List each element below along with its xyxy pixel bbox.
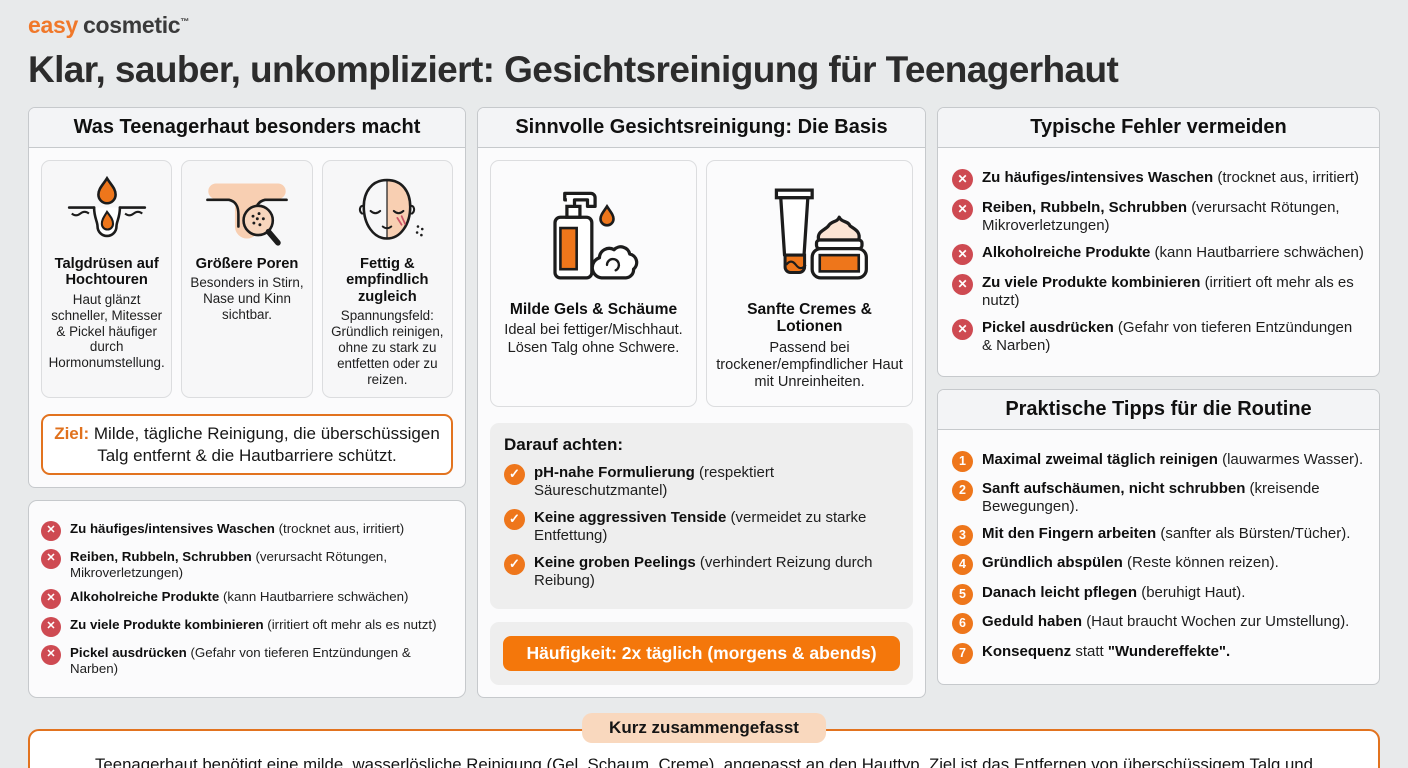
tip-item: 6 Geduld haben (Haut braucht Wochen zur … (952, 613, 1365, 634)
card-gentle-creams: Sanfte Cremes & Lotionen Passend bei tro… (706, 160, 913, 407)
page-title: Klar, sauber, unkompliziert: Gesichtsrei… (28, 49, 1119, 90)
cleansing-basis-panel: Sinnvolle Gesichtsreinigung: Die Basis (477, 107, 926, 698)
x-icon: ✕ (952, 169, 973, 190)
step-number: 1 (952, 450, 973, 472)
x-icon: ✕ (952, 274, 973, 295)
card-text: Ideal bei fettiger/Mischhaut. Lösen Talg… (504, 322, 683, 356)
x-icon: ✕ (41, 520, 61, 541)
trademark-symbol: ™ (180, 16, 189, 27)
step-number: 5 (952, 583, 973, 605)
card-title: Talgdrüsen auf Hochtouren (54, 256, 159, 289)
goal-text: Milde, tägliche Reinigung, die überschüs… (93, 424, 440, 465)
tip-item: 3 Mit den Fingern arbeiten (sanfter als … (952, 524, 1365, 546)
check-icon: ✓ (504, 508, 525, 530)
x-icon: ✕ (952, 319, 973, 340)
tip-item: 7 Konsequenz statt "Wundereffekte". (952, 642, 1365, 664)
x-icon: ✕ (952, 244, 973, 265)
card-mild-gels: Milde Gels & Schäume Ideal bei fettiger/… (490, 160, 697, 407)
x-icon: ✕ (41, 548, 61, 569)
enlarged-pores-icon (188, 171, 305, 251)
cream-tube-jar-icon (715, 175, 904, 293)
frequency-banner-container: Häufigkeit: 2x täglich (morgens & abends… (490, 621, 913, 685)
check-icon: ✓ (504, 463, 525, 485)
routine-tips-header: Praktische Tipps für die Routine (938, 390, 1379, 430)
card-text: Spannungsfeld: Gründlich reinigen, ohne … (331, 308, 444, 387)
mistake-item: ✕ Zu häufiges/intensives Waschen (trockn… (41, 520, 453, 541)
mistake-item: ✕ Pickel ausdrücken (Gefahr von tieferen… (41, 644, 453, 677)
skin-facts-panel: Was Teenagerhaut besonders macht (28, 107, 466, 488)
mistake-item: ✕ Alkoholreiche Produkte (kann Hautbarri… (41, 588, 453, 609)
mistakes-list-panel: ✕ Zu häufiges/intensives Waschen (trockn… (28, 499, 466, 698)
column-skin-facts: Was Teenagerhaut besonders macht (28, 107, 466, 698)
goal-label: Ziel: (54, 424, 90, 444)
skin-facts-header: Was Teenagerhaut besonders macht (29, 108, 465, 148)
pump-bottle-foam-icon (499, 175, 688, 293)
routine-tips-panel: Praktische Tipps für die Routine 1 Maxim… (937, 389, 1380, 685)
x-icon: ✕ (41, 588, 61, 609)
column-mistakes-tips: Typische Fehler vermeiden ✕ Zu häufiges/… (937, 107, 1380, 685)
x-icon: ✕ (41, 616, 61, 637)
tip-item: 5 Danach leicht pflegen (beruhigt Haut). (952, 583, 1365, 605)
step-number: 3 (952, 524, 973, 546)
card-title: Sanfte Cremes & Lotionen (747, 301, 872, 336)
mistake-item: ✕ Zu viele Produkte kombinieren (irritie… (952, 274, 1365, 310)
tip-item: 1 Maximal zweimal täglich reinigen (lauw… (952, 450, 1365, 472)
content-columns: Was Teenagerhaut besonders macht (28, 107, 1380, 698)
brand-logo-rest: cosmetic (82, 12, 181, 38)
goal-callout: Ziel: Milde, tägliche Reinigung, die übe… (41, 414, 453, 475)
tip-item: 2 Sanft aufschäumen, nicht schrubben (kr… (952, 480, 1365, 516)
tip-item: 4 Gründlich abspülen (Reste können reize… (952, 554, 1365, 575)
brand-logo: easy cosmetic™ (28, 14, 1380, 37)
card-text: Besonders in Stirn, Nase und Kinn sichtb… (190, 275, 304, 323)
mistake-item: ✕ Pickel ausdrücken (Gefahr von tieferen… (952, 319, 1365, 355)
typical-mistakes-header: Typische Fehler vermeiden (938, 108, 1379, 148)
watch-out-header: Darauf achten: (504, 434, 624, 454)
watch-item: ✓ Keine aggressiven Tenside (vermeidet z… (504, 508, 899, 545)
oily-sensitive-face-icon (329, 171, 446, 251)
step-number: 2 (952, 480, 973, 501)
frequency-banner: Häufigkeit: 2x täglich (morgens & abends… (503, 635, 900, 671)
summary-section: Kurz zusammengefasst Teenagerhaut benöti… (28, 712, 1380, 768)
summary-text: Teenagerhaut benötigt eine milde, wasser… (95, 754, 1313, 768)
card-enlarged-pores: Größere Poren Besonders in Stirn, Nase u… (181, 160, 313, 399)
card-text: Passend bei trockener/empfindlicher Haut… (716, 339, 903, 391)
card-text: Haut glänzt schneller, Mitesser & Pickel… (48, 291, 165, 371)
mistake-item: ✕ Reiben, Rubbeln, Schrubben (verursacht… (41, 548, 453, 581)
check-icon: ✓ (504, 553, 525, 575)
cleansing-basis-header: Sinnvolle Gesichtsreinigung: Die Basis (478, 108, 925, 148)
x-icon: ✕ (952, 199, 973, 220)
watch-out-box: Darauf achten: ✓ pH-nahe Formulierung (r… (490, 422, 913, 609)
mistake-item: ✕ Zu viele Produkte kombinieren (irritie… (41, 616, 453, 637)
watch-item: ✓ Keine groben Peelings (verhindert Reiz… (504, 553, 899, 590)
card-title: Milde Gels & Schäume (509, 301, 678, 318)
x-icon: ✕ (41, 644, 61, 665)
column-cleansing-basis: Sinnvolle Gesichtsreinigung: Die Basis (477, 107, 926, 698)
mistake-item: ✕ Alkoholreiche Produkte (kann Hautbarri… (952, 244, 1365, 265)
step-number: 4 (952, 554, 973, 575)
step-number: 7 (952, 642, 973, 664)
step-number: 6 (952, 613, 973, 634)
card-oily-sensitive: Fettig & empfindlich zugleich Spannungsf… (321, 160, 453, 399)
card-title: Größere Poren (195, 256, 299, 272)
summary-pill: Kurz zusammengefasst (582, 712, 826, 743)
card-sebaceous-glands: Talgdrüsen auf Hochtouren Haut glänzt sc… (41, 160, 173, 399)
watch-item: ✓ pH-nahe Formulierung (respektiert Säur… (504, 463, 899, 500)
brand-logo-accent: easy (28, 12, 78, 38)
mistake-item: ✕ Reiben, Rubbeln, Schrubben (verursacht… (952, 199, 1365, 235)
typical-mistakes-panel: Typische Fehler vermeiden ✕ Zu häufiges/… (937, 107, 1380, 377)
card-title: Fettig & empfindlich zugleich (346, 256, 429, 305)
mistake-item: ✕ Zu häufiges/intensives Waschen (trockn… (952, 169, 1365, 190)
sebaceous-gland-icon (48, 171, 165, 251)
